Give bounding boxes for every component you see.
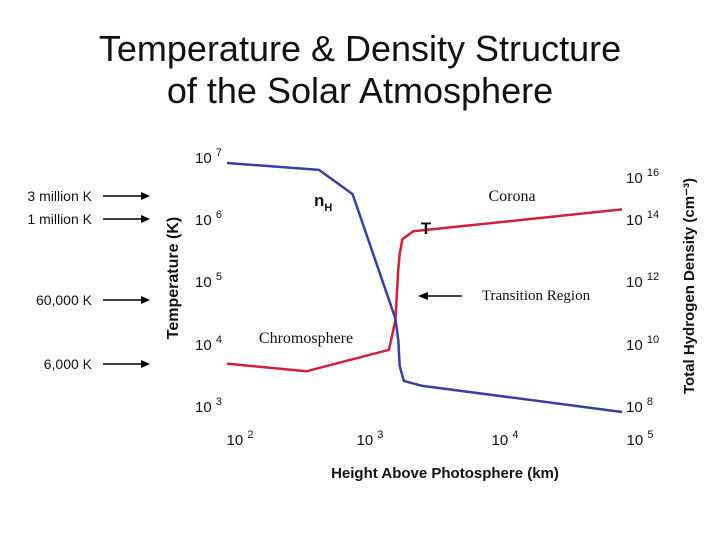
x-tick-3: 10 5: [627, 429, 654, 449]
x-axis-label: Height Above Photosphere (km): [331, 465, 559, 482]
series-nH-label-main: n: [314, 191, 324, 210]
y-right-tick-4: 10 8: [626, 396, 653, 416]
y-right-tick-3: 10 10: [626, 334, 659, 354]
y-left-tick-0: 10 7: [195, 147, 222, 167]
chart-title-line-1: Temperature & Density Structure: [98, 28, 622, 69]
marker-6000-k: 6,000 K: [44, 356, 93, 372]
chart-title-line-2: of the Solar Atmosphere: [166, 70, 554, 111]
marker-3-million-k: 3 million K: [27, 188, 92, 204]
marker-1-million-k-arrowhead: [141, 215, 150, 223]
y-left-tick-1: 10 6: [195, 209, 222, 229]
y-left-tick-2: 10 5: [195, 271, 222, 291]
transition-region-label: Transition Region: [482, 288, 591, 304]
y-right-tick-2: 10 12: [626, 271, 659, 291]
x-tick-1: 10 3: [357, 429, 384, 449]
y-left-tick-3: 10 4: [195, 334, 222, 354]
y-axis-right-label: Total Hydrogen Density (cm⁻³): [681, 178, 698, 394]
x-axis-ticks: 10 2 10 3 10 4 10 5: [227, 429, 654, 449]
y-left-tick-4: 10 3: [195, 396, 222, 416]
x-tick-2: 10 4: [492, 429, 519, 449]
corona-label: Corona: [488, 188, 535, 205]
series-line-nH: [226, 161, 623, 414]
x-tick-0: 10 2: [227, 429, 254, 449]
chromosphere-label: Chromosphere: [259, 330, 353, 347]
y-right-tick-1: 10 14: [626, 209, 659, 229]
transition-region-arrowhead: [418, 292, 428, 300]
marker-3-million-k-arrowhead: [141, 192, 150, 200]
right-axis-ticks: 10 16 10 14 10 12 10 10 10 8: [626, 167, 659, 416]
y-axis-left-label: Temperature (K): [165, 217, 182, 339]
temperature-markers: 3 million K 1 million K 60,000 K 6,000 K: [27, 188, 150, 372]
marker-6000-k-arrowhead: [141, 360, 150, 368]
marker-60000-k: 60,000 K: [36, 292, 93, 308]
series-nH-label: nH: [314, 191, 332, 214]
y-right-tick-0: 10 16: [626, 167, 659, 187]
series-layer: [226, 161, 623, 414]
series-line-T: [226, 208, 623, 373]
series-nH-label-sub: H: [324, 202, 332, 214]
left-axis-ticks: 10 7 10 6 10 5 10 4 10 3: [195, 147, 222, 416]
series-T-label: T: [421, 219, 432, 238]
marker-60000-k-arrowhead: [141, 296, 150, 304]
marker-1-million-k: 1 million K: [27, 211, 92, 227]
